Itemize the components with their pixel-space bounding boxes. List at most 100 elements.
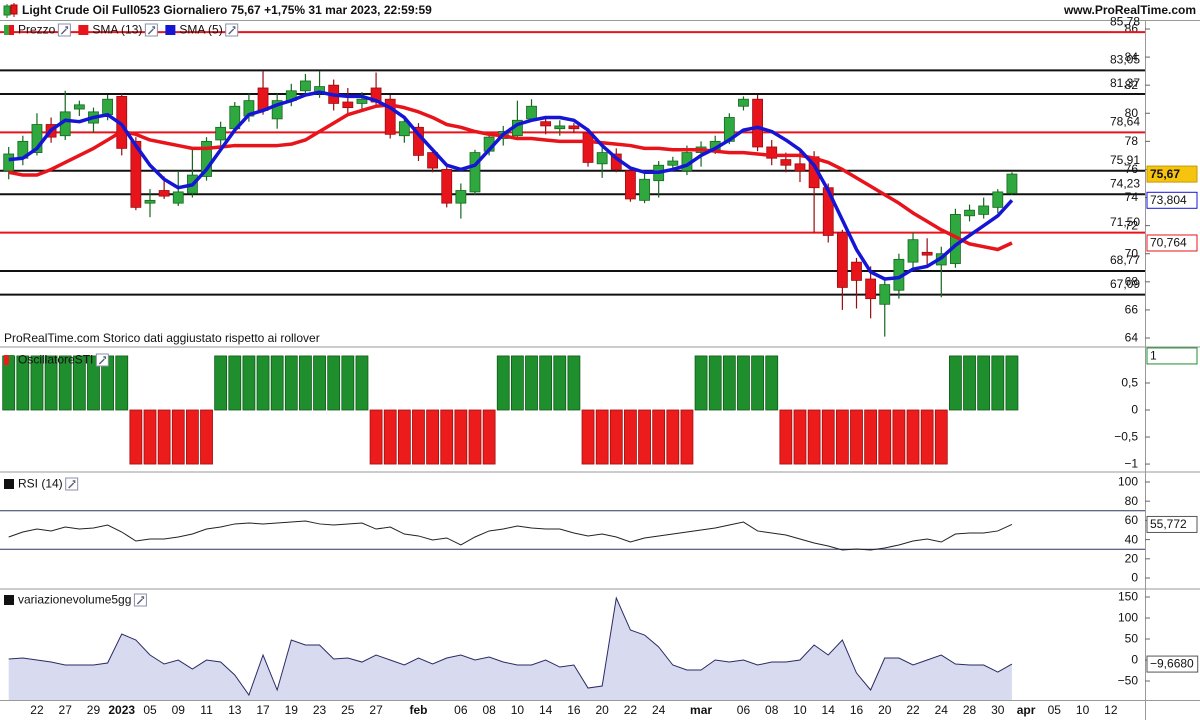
oscillator-bar	[906, 409, 920, 465]
x-tick-label: 27	[59, 703, 73, 717]
candle-body	[1006, 173, 1018, 194]
oscillator-bar	[892, 409, 906, 465]
candle-body	[540, 121, 552, 127]
candle-body	[766, 146, 778, 159]
candle-body	[836, 232, 848, 288]
y-tick-label: 40	[1125, 532, 1139, 546]
x-tick-label: 16	[850, 703, 864, 717]
oscillator-bar	[850, 409, 863, 465]
value-badge-box	[1146, 165, 1198, 183]
x-tick-label: 24	[652, 703, 666, 717]
oscillator-bar	[949, 355, 962, 411]
legend-swatch	[9, 25, 14, 35]
oscillator-bar	[284, 355, 298, 411]
y-tick-label: −50	[1118, 674, 1139, 688]
legend-label: SMA (5)	[179, 23, 222, 37]
candle-body	[596, 152, 608, 165]
legend-settings-icon	[60, 26, 69, 35]
rsi-line	[8, 520, 1013, 551]
x-tick-label: 28	[963, 703, 977, 717]
legend-label: OscillatoreSTI	[18, 353, 93, 367]
oscillator-bar	[185, 409, 199, 465]
x-tick-label: 14	[822, 703, 836, 717]
y-tick-label: −1	[1124, 457, 1138, 471]
oscillator-bar	[256, 355, 270, 411]
candle-body	[342, 101, 354, 109]
oscillator-bar	[595, 409, 609, 465]
candle-body	[102, 98, 114, 116]
x-tick-label: 08	[765, 703, 779, 717]
candle-body	[158, 190, 170, 197]
candle-body	[215, 126, 227, 141]
candle-body	[738, 98, 749, 107]
oscillator-bar	[426, 409, 440, 465]
x-tick-label: 09	[172, 703, 186, 717]
oscillator-bar	[751, 355, 764, 411]
y-tick-label: −0,5	[1114, 430, 1138, 444]
legend-swatch	[165, 25, 176, 35]
candle-body	[441, 169, 453, 204]
header-title: Light Crude Oil Full0523 Giornaliero 75,…	[22, 3, 432, 17]
header-icon	[3, 3, 18, 18]
oscillator-bar	[72, 355, 86, 411]
y-tick-label: 76	[1125, 162, 1139, 176]
legend-label: SMA (13)	[92, 23, 142, 37]
x-tick-label: 10	[511, 703, 525, 717]
legend-settings-icon	[228, 26, 236, 35]
legend-settings-icon	[144, 23, 158, 37]
oscillator-bar	[496, 355, 510, 411]
candle-body	[300, 80, 311, 92]
legend-label: Prezzo	[18, 23, 56, 37]
oscillator-bar	[878, 409, 892, 465]
x-tick-label: 20	[878, 703, 892, 717]
area-line	[8, 596, 1013, 697]
candle-body	[271, 100, 283, 120]
oscillator-bar	[58, 355, 72, 411]
value-badge-box	[1146, 347, 1198, 365]
candle-body	[582, 132, 594, 163]
oscillator-bar	[157, 409, 171, 465]
oscillator-bar	[299, 355, 312, 411]
legend-label: variazionevolume5gg	[18, 593, 131, 607]
legend-label: RSI (14)	[18, 477, 63, 491]
level-label: 67,09	[1110, 277, 1140, 291]
x-tick-label: apr	[1017, 703, 1036, 717]
oscillator-bar	[369, 409, 383, 465]
y-tick-label: 74	[1125, 190, 1139, 204]
sma-line	[8, 103, 1013, 252]
candle-body	[31, 124, 43, 153]
candle-body	[554, 125, 566, 130]
candle-body	[851, 261, 862, 281]
y-tick-label: 72	[1125, 218, 1139, 232]
x-tick-label: 12	[1104, 703, 1118, 717]
y-tick-label: 84	[1125, 50, 1139, 64]
header-site: www.ProRealTime.com	[1063, 3, 1196, 17]
candle-body	[398, 121, 410, 137]
y-tick-label: 100	[1118, 611, 1138, 625]
value-badge: 70,764	[1146, 234, 1198, 252]
value-badge-label: 1	[1150, 349, 1157, 363]
y-tick-label: 0	[1131, 653, 1138, 667]
candle-body	[427, 152, 439, 169]
y-tick-label: 64	[1125, 331, 1139, 345]
value-badge: 75,67	[1146, 165, 1198, 183]
value-badge-box	[1146, 655, 1199, 673]
value-badge-label: 55,772	[1150, 517, 1187, 531]
candle-body	[752, 98, 763, 148]
value-badge: 55,772	[1146, 515, 1198, 533]
candle-body	[384, 98, 396, 135]
oscillator-bar	[214, 355, 228, 411]
x-tick-label: 23	[313, 703, 327, 717]
candle-body	[201, 140, 212, 177]
legend-swatch	[78, 25, 89, 35]
oscillator-bar	[624, 409, 637, 465]
oscillator-bar	[383, 409, 397, 465]
oscillator-bar	[115, 355, 129, 411]
level-label: 68,77	[1110, 253, 1140, 267]
oscillator-bar	[977, 355, 991, 411]
oscillator-bar	[609, 409, 623, 465]
candle-body	[625, 170, 636, 200]
legend-settings-icon	[57, 23, 71, 37]
y-tick-label: 80	[1125, 494, 1139, 508]
